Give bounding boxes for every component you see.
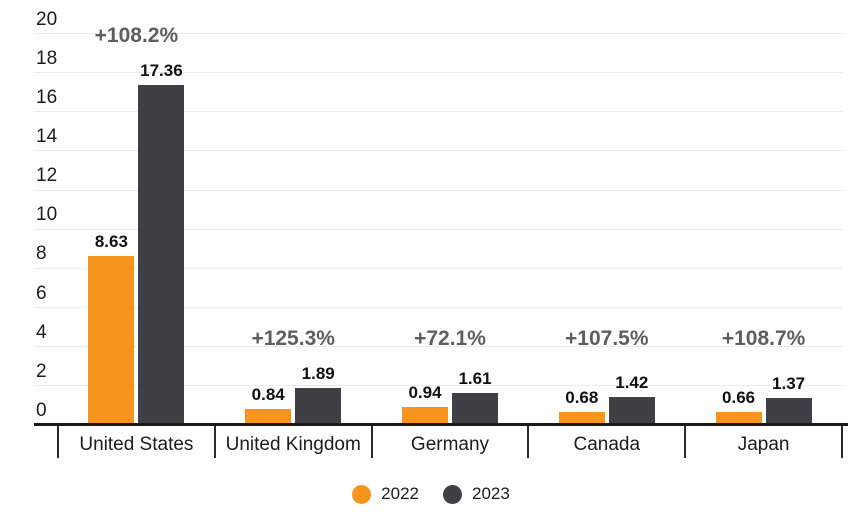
x-axis-tick <box>213 426 216 458</box>
category-label: Japan <box>737 434 790 455</box>
bar-2022 <box>88 256 135 425</box>
x-axis-tick <box>370 426 373 458</box>
gridline <box>34 72 843 74</box>
bar-2023 <box>765 398 812 425</box>
legend-entry-2022: 2022 <box>352 484 419 504</box>
y-axis-tick-label: 10 <box>36 204 58 226</box>
y-axis-tick-label: 18 <box>36 47 58 69</box>
bar-value-label: 1.42 <box>615 373 649 393</box>
gridline <box>34 189 843 191</box>
bar-value-label: 0.94 <box>408 382 442 402</box>
y-axis-tick-label: 8 <box>36 243 47 265</box>
y-axis-tick-label: 0 <box>36 400 47 421</box>
category-label: United States <box>79 434 194 455</box>
bar-2023 <box>452 393 498 425</box>
y-axis-tick-label: 14 <box>36 125 58 147</box>
category-label: Germany <box>410 434 490 455</box>
bar-value-label: 17.36 <box>140 61 183 81</box>
bar-2023 <box>608 397 655 425</box>
y-axis-tick-label: 4 <box>36 321 47 343</box>
legend-entry-2023: 2023 <box>443 484 510 504</box>
gridline <box>34 346 843 348</box>
category-label: Canada <box>573 434 641 455</box>
x-axis-tick <box>527 426 530 458</box>
pct-change-label: +108.7% <box>721 327 806 350</box>
x-axis-line <box>34 423 848 426</box>
legend-swatch-2023 <box>443 484 462 504</box>
category-label: United Kingdom <box>225 434 361 455</box>
gridline <box>34 150 843 152</box>
x-axis-tick <box>841 426 843 458</box>
y-axis-tick-label: 2 <box>36 360 47 382</box>
bar-2022 <box>245 408 292 425</box>
gridline <box>34 307 843 309</box>
pct-change-label: +72.1% <box>414 327 486 350</box>
legend-swatch-2022 <box>352 484 372 504</box>
gridline <box>34 33 843 34</box>
y-axis-tick-label: 6 <box>36 282 47 304</box>
pct-change-label: +125.3% <box>251 327 335 350</box>
gridline <box>34 385 843 387</box>
bar-value-label: 1.61 <box>458 369 492 389</box>
y-axis-tick-label: 12 <box>36 165 58 187</box>
bar-value-label: 0.84 <box>251 384 285 404</box>
x-axis-tick <box>684 426 687 458</box>
gridline <box>34 267 843 269</box>
gridline <box>34 111 843 113</box>
legend-label-2023: 2023 <box>472 484 510 503</box>
bar-value-label: 1.37 <box>772 374 806 394</box>
bar-value-label: 1.89 <box>301 364 335 383</box>
x-axis-tick <box>57 426 59 458</box>
y-axis-tick-label: 16 <box>36 86 58 108</box>
legend-label-2022: 2022 <box>381 484 419 503</box>
bar-2023 <box>138 85 185 425</box>
bar-2022 <box>402 406 448 425</box>
gridline <box>34 228 843 230</box>
bar-value-label: 0.68 <box>565 387 599 407</box>
bar-value-label: 0.66 <box>722 388 756 408</box>
pct-change-label: +107.5% <box>565 327 649 350</box>
y-axis-tick-label: 20 <box>36 8 58 30</box>
chart-legend: 2022 2023 <box>0 484 850 504</box>
pct-change-label: +108.2% <box>94 24 179 48</box>
bar-2023 <box>295 388 342 425</box>
bar-2022 <box>715 412 762 425</box>
bar-2022 <box>558 411 605 425</box>
bar-value-label: 8.63 <box>94 232 128 252</box>
